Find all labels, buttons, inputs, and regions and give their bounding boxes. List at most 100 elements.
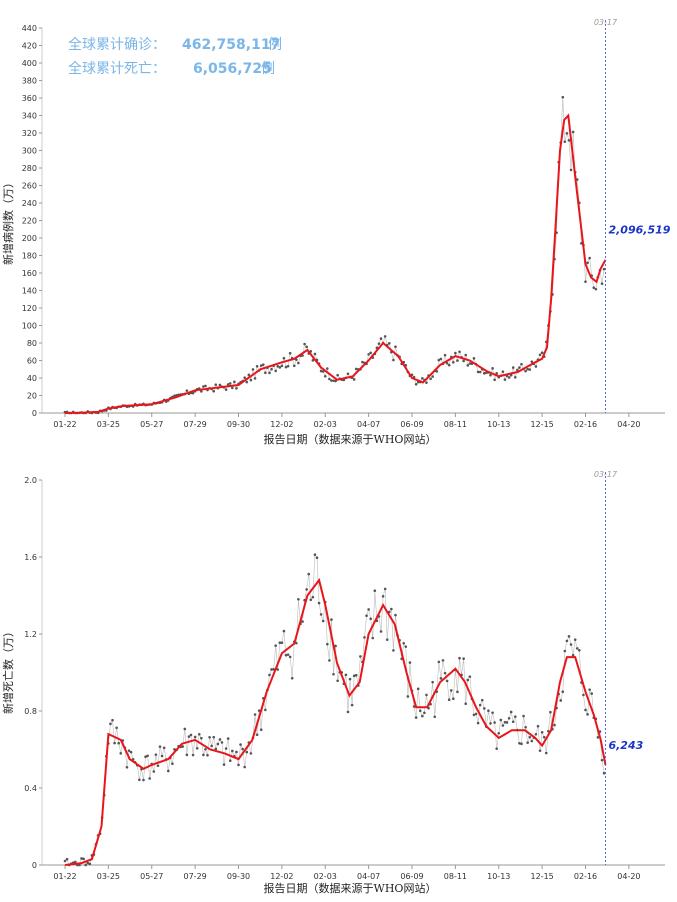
c2-daily-segment	[434, 691, 438, 717]
c2-daily-point	[317, 601, 321, 605]
c1-daily-point	[435, 370, 439, 373]
c1-daily-points	[63, 95, 606, 415]
c1-daily-point	[466, 364, 470, 367]
c2-daily-point	[278, 641, 282, 645]
c2-daily-point	[482, 707, 486, 710]
c1-daily-point	[458, 350, 461, 354]
c2-daily-point	[202, 753, 205, 757]
c2-daily-point	[582, 693, 585, 697]
c2-daily-point	[129, 750, 133, 754]
c2-daily-point	[449, 689, 453, 692]
c1-daily-point	[518, 366, 521, 369]
c2-daily-point	[503, 720, 507, 724]
c1-daily-point	[204, 384, 207, 388]
c2-daily-segment	[554, 708, 557, 726]
c1-daily-point	[255, 364, 259, 368]
c2-daily-point	[171, 762, 174, 766]
c2-daily-segment	[306, 574, 310, 590]
c2-daily-point	[452, 697, 455, 701]
c2-daily-point	[197, 732, 201, 736]
c2-daily-point	[495, 747, 498, 750]
c2-daily-point	[189, 733, 193, 737]
c1-y-tick-label: 20	[27, 392, 37, 401]
c2-daily-segment	[384, 588, 388, 640]
c1-daily-point	[292, 364, 296, 368]
c2-daily-segment	[548, 712, 551, 732]
c1-daily-point	[538, 353, 542, 357]
c1-daily-point	[367, 353, 370, 356]
c1-trend-line	[64, 113, 607, 414]
c1-daily-point	[274, 369, 277, 373]
c2-x-tick-label: 06-09	[400, 872, 423, 881]
c2-daily-point	[125, 765, 129, 769]
c2-daily-point	[394, 613, 397, 617]
c1-daily-point	[468, 362, 472, 365]
c2-daily-point	[113, 741, 116, 745]
c2-daily-point	[206, 754, 209, 757]
c1-daily-point	[456, 359, 459, 362]
c1-daily-point	[387, 342, 391, 345]
c2-daily-segment	[213, 737, 217, 750]
c1-y-tick-label: 400	[22, 59, 37, 68]
c2-daily-segment	[442, 660, 446, 674]
c2-daily-point	[553, 723, 556, 727]
c2-x-tick-label: 10-13	[487, 872, 510, 881]
c1-daily-point	[231, 386, 234, 390]
c2-daily-point	[222, 763, 226, 766]
c2-daily-segment	[318, 603, 322, 615]
c2-daily-segment	[440, 660, 444, 679]
c1-daily-point	[282, 356, 286, 360]
c1-y-tick-label: 360	[22, 94, 37, 103]
c1-daily-point	[565, 132, 569, 135]
c2-daily-segment	[194, 736, 198, 749]
c2-daily-point	[474, 712, 478, 716]
c2-daily-point	[185, 753, 189, 757]
c1-daily-point	[476, 370, 480, 374]
c2-daily-point	[602, 771, 606, 775]
chart-new-deaths: 0 0.4 0.8 1.2 1.6 2.0 01-22 03-25 05-27 07-29 09-…	[1, 470, 665, 895]
c2-daily-point	[367, 608, 370, 611]
c1-y-tick-label: 60	[27, 357, 37, 366]
c2-daily-point	[363, 636, 366, 639]
c2-daily-point	[226, 737, 230, 740]
c1-daily-point	[288, 351, 292, 355]
c2-daily-point	[547, 729, 550, 733]
c2-daily-segment	[358, 656, 361, 686]
c1-daily-point	[328, 377, 331, 381]
c2-x-tick-label: 01-22	[53, 872, 76, 881]
c1-y-tick-label: 200	[22, 234, 37, 243]
c1-daily-point	[464, 353, 468, 357]
c2-daily-point	[565, 639, 569, 643]
c2-daily-point	[142, 778, 145, 782]
c1-y-tick-label: 120	[22, 304, 37, 313]
c1-daily-point	[224, 388, 228, 391]
c2-daily-point	[82, 857, 85, 861]
c1-daily-point	[443, 353, 447, 357]
c2-daily-point	[468, 675, 472, 678]
c2-x-tick-label: 05-27	[140, 872, 163, 881]
c2-x-axis-title: 报告日期（数据来源于WHO网站）	[264, 881, 437, 895]
c2-daily-point	[264, 708, 267, 712]
c2-daily-segment	[139, 769, 142, 780]
c2-daily-segment	[415, 688, 419, 718]
c1-daily-point	[352, 378, 356, 381]
c2-daily-segment	[116, 727, 120, 744]
c2-daily-segment	[488, 710, 491, 724]
c2-daily-point	[416, 687, 420, 691]
c2-daily-segment	[391, 609, 394, 651]
total-cases-value: 462,758,117	[182, 37, 280, 53]
c2-daily-point	[489, 722, 492, 725]
c1-daily-point	[439, 357, 443, 361]
c1-y-tick-label: 0	[32, 409, 37, 418]
c2-daily-point	[408, 661, 412, 664]
c1-daily-point	[276, 364, 280, 368]
c2-daily-point	[228, 759, 232, 762]
c2-daily-point	[328, 659, 331, 662]
c1-y-tick-label: 440	[22, 24, 37, 33]
c2-daily-point	[478, 703, 482, 707]
c2-daily-point	[509, 710, 513, 714]
c2-daily-point	[365, 614, 368, 618]
c2-daily-point	[282, 629, 286, 633]
c1-daily-segment	[601, 269, 605, 284]
c2-daily-point	[392, 649, 395, 652]
